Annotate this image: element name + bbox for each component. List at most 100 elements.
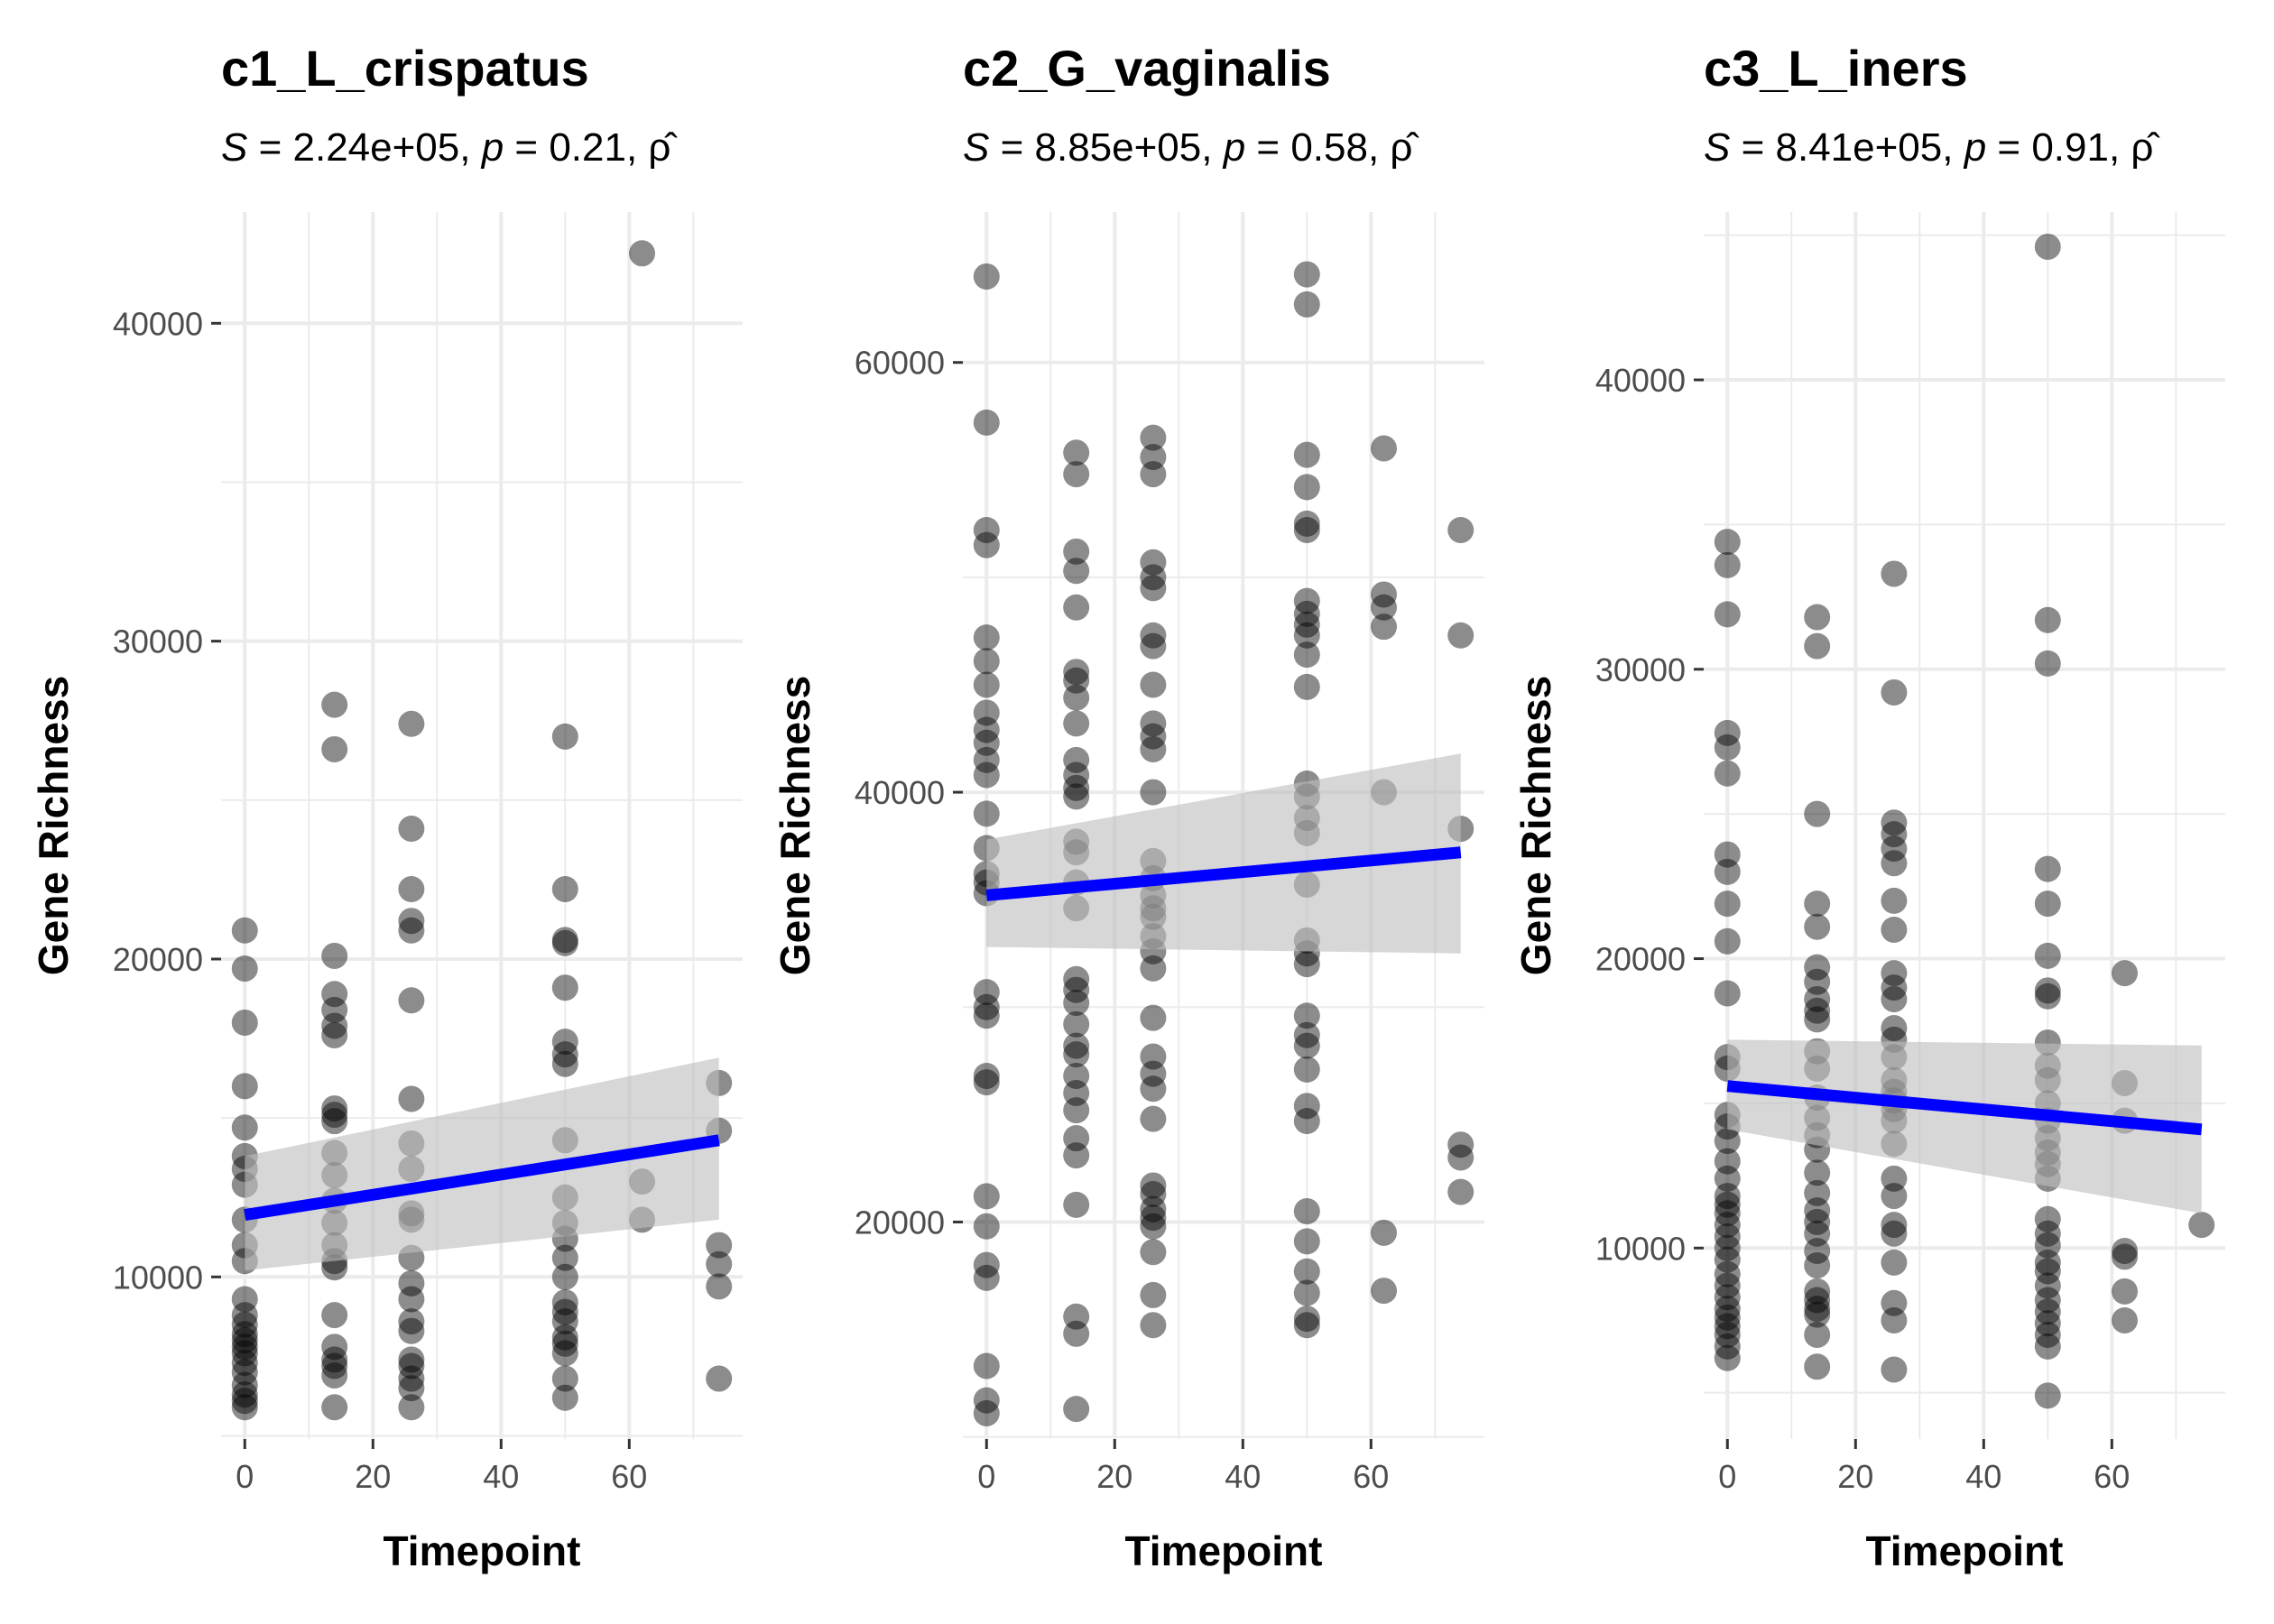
data-point xyxy=(1447,622,1474,649)
data-point xyxy=(1804,632,1831,660)
x-tick-label: 20 xyxy=(1837,1458,1873,1495)
data-point xyxy=(231,1333,258,1361)
data-point xyxy=(1881,1015,1908,1042)
data-point xyxy=(629,240,656,267)
data-point xyxy=(2034,1220,2061,1247)
data-point xyxy=(1881,850,1908,877)
data-point xyxy=(1140,779,1167,806)
data-point xyxy=(1140,1281,1167,1308)
data-point xyxy=(1804,1322,1831,1349)
data-point xyxy=(2034,1272,2061,1299)
data-point xyxy=(1063,1062,1090,1089)
data-point xyxy=(1714,890,1741,918)
data-point xyxy=(231,1394,258,1421)
data-point xyxy=(231,1073,258,1100)
data-point xyxy=(1293,474,1320,501)
data-point xyxy=(1804,997,1831,1024)
data-point xyxy=(2034,1322,2061,1349)
data-point xyxy=(1804,1208,1831,1235)
data-point xyxy=(1063,1097,1090,1124)
data-point xyxy=(321,942,348,969)
data-point xyxy=(2034,1310,2061,1337)
data-point xyxy=(1714,1260,1741,1287)
regression-line xyxy=(1726,1080,2203,1136)
data-point xyxy=(2112,1238,2139,1265)
data-point xyxy=(1714,601,1741,628)
data-point xyxy=(1714,1333,1741,1360)
data-point xyxy=(321,735,348,762)
data-point xyxy=(1714,734,1741,761)
data-point xyxy=(1714,980,1741,1007)
plot-area xyxy=(1714,233,2215,1409)
data-point xyxy=(231,1114,258,1141)
data-point xyxy=(1881,985,1908,1012)
data-point xyxy=(398,710,425,737)
data-point xyxy=(551,1340,578,1367)
y-tick-label: 30000 xyxy=(1595,651,1686,688)
data-point xyxy=(1293,600,1320,627)
data-point xyxy=(973,517,1000,544)
data-point xyxy=(1140,1004,1167,1031)
data-point xyxy=(2034,1232,2061,1259)
data-point xyxy=(321,691,348,718)
data-point xyxy=(1063,1125,1090,1152)
panel-3: 10000 20000 30000 40000 0 20 40 60 Timepoint Gene… xyxy=(1512,40,2225,1574)
data-point xyxy=(706,1273,733,1300)
data-point xyxy=(973,624,1000,651)
data-point xyxy=(1804,954,1831,981)
data-point xyxy=(1140,671,1167,698)
data-point xyxy=(1140,622,1167,649)
x-tick-label: 40 xyxy=(483,1458,519,1495)
data-point xyxy=(1063,1142,1090,1169)
y-tick-label: 40000 xyxy=(113,305,203,342)
data-point xyxy=(706,1232,733,1259)
data-point xyxy=(2034,1298,2061,1325)
data-point xyxy=(1063,976,1090,1003)
data-point xyxy=(1714,1191,1741,1218)
data-point xyxy=(1804,985,1831,1012)
data-point xyxy=(1140,564,1167,591)
data-point xyxy=(1293,1093,1320,1120)
data-point xyxy=(1714,1304,1741,1331)
data-point xyxy=(2034,977,2061,1004)
data-point xyxy=(1804,968,1831,995)
data-point xyxy=(1140,461,1167,488)
data-point xyxy=(398,875,425,902)
data-point xyxy=(973,1352,1000,1379)
data-point xyxy=(1063,439,1090,466)
data-point xyxy=(1714,551,1741,578)
data-point xyxy=(973,716,1000,743)
data-point xyxy=(1140,424,1167,451)
data-point xyxy=(1371,614,1398,641)
data-point xyxy=(1714,1344,1741,1371)
data-point xyxy=(973,1183,1000,1210)
data-point xyxy=(1063,1010,1090,1038)
data-point xyxy=(1714,1200,1741,1227)
data-point xyxy=(1881,1212,1908,1239)
data-point xyxy=(398,1286,425,1313)
data-point xyxy=(231,917,258,944)
data-point xyxy=(2034,606,2061,633)
data-point xyxy=(1371,435,1398,462)
data-point xyxy=(973,746,1000,773)
data-point xyxy=(1063,1303,1090,1330)
data-point xyxy=(1371,1278,1398,1305)
data-point xyxy=(1140,1172,1167,1199)
data-point xyxy=(1063,965,1090,992)
data-point xyxy=(1293,1312,1320,1339)
data-point xyxy=(2034,233,2061,260)
data-point xyxy=(1140,955,1167,982)
data-point xyxy=(1293,1198,1320,1225)
data-point xyxy=(1140,723,1167,750)
data-point xyxy=(398,908,425,935)
data-point xyxy=(973,1251,1000,1278)
data-point xyxy=(973,531,1000,558)
data-point xyxy=(1881,974,1908,1001)
data-point xyxy=(706,1365,733,1392)
data-point xyxy=(398,1352,425,1379)
data-point xyxy=(2188,1212,2215,1239)
data-point xyxy=(2034,650,2061,677)
data-point xyxy=(231,1311,258,1338)
data-point xyxy=(1804,800,1831,827)
data-point xyxy=(551,1330,578,1357)
